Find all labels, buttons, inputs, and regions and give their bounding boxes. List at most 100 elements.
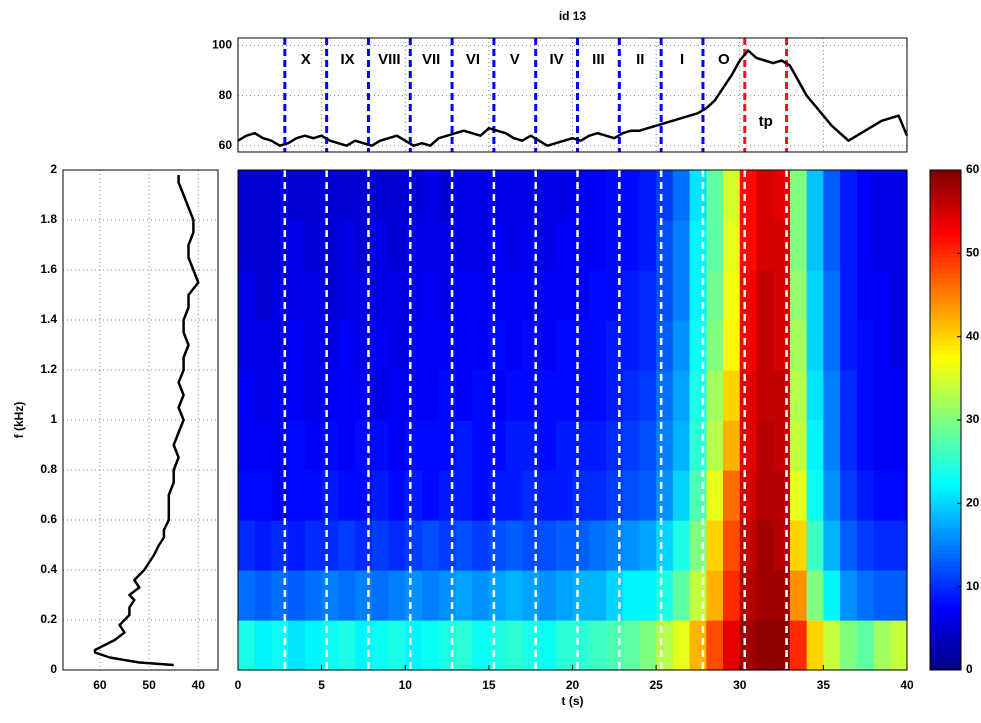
colorbar-swatch [930,449,961,454]
plot-frame [237,37,908,153]
heatmap-cell [254,420,273,471]
heatmap-cell [371,570,390,621]
heatmap-cell [656,620,674,671]
y-tick-label: 1.6 [40,262,57,276]
heatmap-cell [639,320,657,371]
heatmap-cell [572,170,590,221]
heatmap-cell [455,570,473,621]
heatmap-cell [555,420,574,471]
colorbar-swatch [930,190,961,196]
heatmap-cell [856,620,875,671]
heatmap-cell [672,320,691,371]
heatmap-cell [656,320,674,371]
heatmap-cell [672,520,691,571]
heatmap-cell [890,370,908,421]
colorbar-swatch [930,507,961,513]
colorbar-swatch [930,382,961,388]
heatmap-cell [304,270,323,321]
colorbar-swatch [930,620,961,625]
heatmap-cell [756,420,774,471]
colorbar-swatch [930,186,961,192]
heatmap-cell [739,220,758,271]
heatmap-cell [304,470,323,521]
heatmap-cell [572,570,590,621]
heatmap-cell [856,370,875,421]
colorbar-swatch [930,570,961,575]
heatmap-cell [238,270,256,321]
heatmap-cell [639,620,657,671]
heatmap-cell [539,570,557,621]
heatmap-cell [672,470,691,521]
heatmap-cell [321,170,339,221]
heatmap-cell [656,370,674,421]
colorbar-swatch [930,503,961,508]
heatmap-cell [539,270,557,321]
colorbar-swatch [930,320,961,325]
heatmap-cell [823,570,841,621]
heatmap-cell [555,520,574,571]
colorbar-swatch [930,207,961,213]
x-tick-label: 50 [142,678,156,692]
heatmap-cell [455,470,473,521]
heatmap-cell [522,570,540,621]
colorbar-swatch [930,349,961,354]
heatmap-cell [288,220,306,271]
colorbar-swatch [930,578,961,583]
heatmap-cell [472,420,490,471]
heatmap-cell [238,170,256,221]
heatmap-cell [438,220,457,271]
heatmap-cell [371,170,390,221]
segment-label: VI [466,51,480,68]
heatmap-cell [639,570,657,621]
heatmap-cell [873,470,891,521]
heatmap-cell [806,470,824,521]
heatmap-cell [271,220,289,271]
heatmap-cell [823,420,841,471]
heatmap-cell [589,170,607,221]
heatmap-cell [756,570,774,621]
heatmap-cell [605,620,624,671]
heatmap-cell [338,570,356,621]
heatmap-cell [338,620,356,671]
heatmap-cell [856,270,875,321]
x-tick-label: 40 [192,678,206,692]
heatmap-cell [823,620,841,671]
heatmap-cell [739,370,758,421]
heatmap-cell [723,270,741,321]
heatmap-cell [622,270,640,321]
colorbar-swatch [930,336,961,342]
plot-area [63,170,218,670]
heatmap-cell [254,170,273,221]
heatmap-cell [472,320,490,371]
colorbar-swatch [930,307,961,313]
colorbar-swatch [930,353,961,358]
segment-label: IX [340,51,354,68]
colorbar-swatch [930,395,961,400]
colorbar-tick-label: 10 [966,579,980,593]
heatmap-cell [789,370,808,421]
heatmap-cell [689,570,707,621]
heatmap-cell [605,420,624,471]
colorbar-swatch [930,445,961,450]
colorbar-swatch [930,490,961,496]
heatmap-cell [254,620,273,671]
heatmap-cell [254,220,273,271]
heatmap-cell [873,420,891,471]
plot-frame [62,169,219,671]
heatmap-cell [405,520,423,571]
segment-label: VII [422,51,440,68]
heatmap-cell [856,470,875,521]
heatmap-cell [438,420,457,471]
heatmap-cell [572,370,590,421]
heatmap-cell [472,370,490,421]
x-tick-label: 25 [649,678,663,692]
heatmap-cell [371,370,390,421]
heatmap-cell [304,520,323,571]
heatmap-cell [572,520,590,571]
heatmap-cell [756,470,774,521]
heatmap-cell [555,370,574,421]
colorbar-tick-label: 30 [966,412,980,426]
heatmap-cell [689,370,707,421]
x-tick-label: 0 [235,678,242,692]
heatmap-cell [773,320,791,371]
